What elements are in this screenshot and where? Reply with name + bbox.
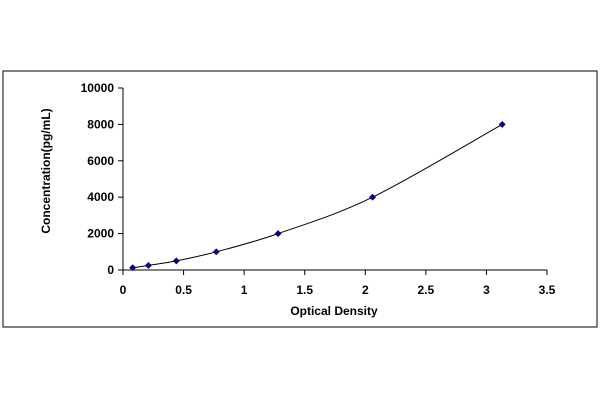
y-tick-label: 0 [107,263,114,277]
x-tick-label: 1.5 [296,283,313,297]
y-tick-label: 6000 [87,154,114,168]
x-tick-label: 0 [120,283,127,297]
data-point-1 [129,264,137,272]
y-tick-label: 2000 [87,227,114,241]
data-point-6 [369,193,377,201]
y-tick-label: 4000 [87,190,114,204]
y-axis-label: Concentration(pg/mL) [39,108,53,233]
chart-area-border [2,70,598,328]
data-points [129,120,506,272]
data-point-7 [498,120,506,128]
x-tick-label: 2 [362,283,369,297]
x-tick-label: 0.5 [175,283,192,297]
x-tick-label: 1 [241,283,248,297]
x-tick-label: 3 [483,283,490,297]
data-point-2 [144,261,152,270]
data-point-4 [212,248,220,256]
y-tick-label: 10000 [81,81,115,95]
axes: 0 2000 4000 6000 8000 10000 0 0.5 1 1.5 2 2.5 3 3.5 [81,81,556,297]
x-axis-label: Optical Density [290,304,378,318]
x-tick-label: 3.5 [539,283,556,297]
data-point-3 [172,257,180,265]
y-tick-label: 8000 [87,117,114,131]
data-point-5 [274,230,282,238]
x-tick-label: 2.5 [418,283,435,297]
